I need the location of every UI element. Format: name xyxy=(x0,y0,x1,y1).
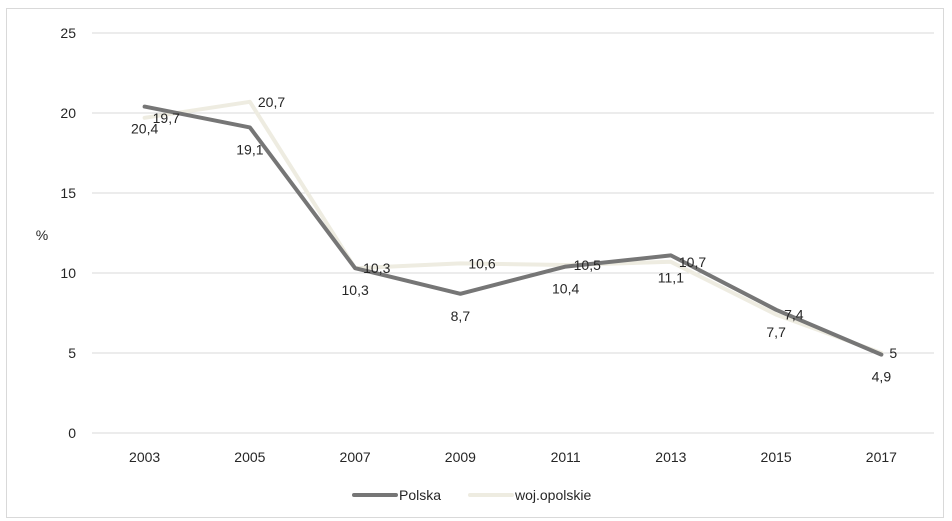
y-tick-label: 20 xyxy=(60,105,76,121)
x-axis-ticks: 2003 2005 2007 2009 2011 2013 2015 2017 xyxy=(129,449,897,465)
series-lines xyxy=(142,99,884,357)
y-tick-label: 5 xyxy=(68,345,76,361)
data-label: 7,4 xyxy=(784,307,804,323)
x-tick-label: 2005 xyxy=(234,449,265,465)
y-axis-ticks: 0 5 10 15 20 25 xyxy=(60,25,76,441)
x-tick-label: 2003 xyxy=(129,449,160,465)
data-label: 10,7 xyxy=(679,254,706,270)
x-tick-label: 2013 xyxy=(655,449,686,465)
series-line-polska xyxy=(142,104,884,357)
data-label: 10,3 xyxy=(342,282,369,298)
x-tick-label: 2015 xyxy=(761,449,792,465)
y-tick-label: 10 xyxy=(60,265,76,281)
data-labels: 20,4 19,1 10,3 8,7 10,4 11,1 7,7 4,9 19,7 20,7 10,… xyxy=(131,94,897,385)
y-axis-label: % xyxy=(36,227,48,243)
data-label: 10,6 xyxy=(468,255,495,271)
data-label: 4,9 xyxy=(872,369,892,385)
data-label: 11,1 xyxy=(658,269,684,285)
legend-entry: woj.opolskie xyxy=(514,487,591,503)
data-label: 20,4 xyxy=(131,121,158,137)
x-tick-label: 2009 xyxy=(445,449,476,465)
data-label: 10,5 xyxy=(574,257,601,273)
x-tick-label: 2011 xyxy=(551,449,581,465)
data-label: 8,7 xyxy=(451,308,471,324)
gridlines xyxy=(92,32,934,434)
data-label: 19,1 xyxy=(236,141,263,157)
data-label: 7,7 xyxy=(766,324,786,340)
data-label: 10,3 xyxy=(363,260,390,276)
data-label: 19,7 xyxy=(153,110,180,126)
x-tick-label: 2007 xyxy=(340,449,371,465)
legend-entry: Polska xyxy=(399,487,441,503)
data-label: 20,7 xyxy=(258,94,285,110)
data-label: 10,4 xyxy=(552,281,579,297)
y-tick-label: 25 xyxy=(60,25,76,41)
legend: Polska woj.opolskie xyxy=(352,487,591,503)
x-tick-label: 2017 xyxy=(866,449,897,465)
data-label: 5 xyxy=(889,345,897,361)
y-tick-label: 15 xyxy=(60,185,76,201)
y-tick-label: 0 xyxy=(68,425,76,441)
series-line-woj-opolskie xyxy=(142,99,884,355)
